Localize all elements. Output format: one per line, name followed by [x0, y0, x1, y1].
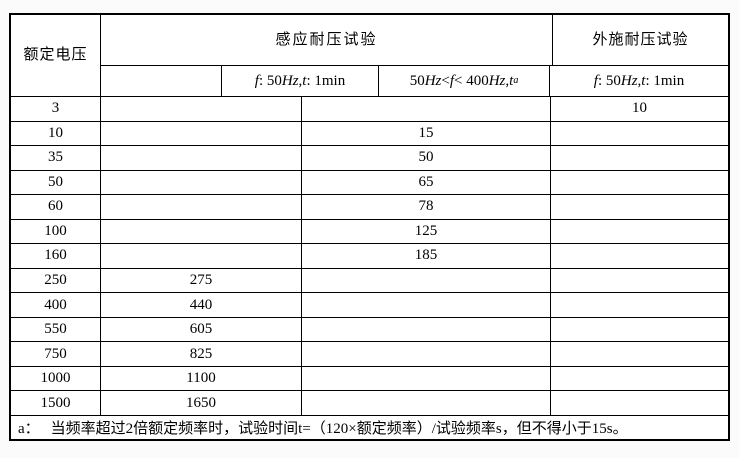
- table-row: 400 440: [11, 293, 728, 318]
- withstand-voltage-test-table: 额定电压 感应耐压试验 外施耐压试验 f : 50 Hz, t : 1min 50 H…: [9, 13, 730, 441]
- header-row-groups: 感应耐压试验 外施耐压试验: [101, 15, 728, 66]
- applied-value-cell: [551, 269, 728, 293]
- applied-value-cell: [551, 318, 728, 342]
- rated-voltage-cell: 400: [11, 293, 101, 317]
- applied-value-cell: [551, 195, 728, 219]
- induced-range-value-cell: [302, 342, 551, 366]
- induced-range-value-cell: 65: [302, 170, 551, 195]
- applied-value-cell: [551, 244, 728, 268]
- induced-range-value-cell: 185: [302, 244, 551, 268]
- subheader-empty-cell: [101, 66, 222, 96]
- induced-range-value-cell: 15: [302, 121, 551, 146]
- table-footnote: a： 当频率超过2倍额定频率时，试验时间t=（120×额定频率）/试验频率s，但…: [11, 416, 728, 439]
- induced-fixed-value-cell: [101, 219, 302, 244]
- rated-voltage-cell: 3: [11, 97, 101, 121]
- applied-value-cell: [551, 171, 728, 195]
- table-body: 3 10 10 15 35 50 50 65: [11, 97, 728, 416]
- table-row: 60 78: [11, 195, 728, 220]
- table-row: 35 50: [11, 146, 728, 171]
- induced-fixed-value-cell: [101, 244, 302, 268]
- applied-value-cell: [551, 146, 728, 170]
- induced-range-value-cell: [302, 391, 551, 415]
- induced-fixed-value-cell: [101, 97, 302, 121]
- footnote-label: a：: [18, 421, 40, 437]
- applied-value-cell: [551, 367, 728, 391]
- table-row: 1000 1100: [11, 366, 728, 392]
- table-row: 10 15: [11, 121, 728, 147]
- header-induced-test: 感应耐压试验: [101, 15, 553, 65]
- induced-range-value-cell: [302, 293, 551, 317]
- rated-voltage-cell: 750: [11, 342, 101, 366]
- induced-fixed-value-cell: 275: [101, 268, 302, 293]
- applied-value-cell: [551, 342, 728, 366]
- induced-fixed-value-cell: [101, 170, 302, 195]
- induced-range-value-cell: 50: [302, 146, 551, 170]
- table-header: 额定电压 感应耐压试验 外施耐压试验 f : 50 Hz, t : 1min 50 H…: [11, 15, 728, 97]
- subheader-induced-range-formula: 50 Hz < f < 400 Hz, t a: [379, 66, 550, 96]
- rated-voltage-cell: 50: [11, 170, 101, 195]
- applied-value-cell: [551, 122, 728, 146]
- induced-fixed-value-cell: 1650: [101, 391, 302, 415]
- table-row: 250 275: [11, 268, 728, 294]
- rated-voltage-cell: 250: [11, 268, 101, 293]
- rated-voltage-cell: 550: [11, 317, 101, 342]
- table-row: 3 10: [11, 97, 728, 122]
- induced-fixed-value-cell: 605: [101, 317, 302, 342]
- table-row: 50 65: [11, 170, 728, 196]
- induced-fixed-value-cell: [101, 195, 302, 219]
- subheader-applied-50hz-formula: f : 50 Hz, t : 1min: [593, 72, 685, 89]
- induced-fixed-value-cell: [101, 146, 302, 170]
- rated-voltage-cell: 35: [11, 146, 101, 170]
- applied-value-cell: [551, 391, 728, 415]
- table-row: 550 605: [11, 317, 728, 343]
- induced-range-value-cell: [302, 317, 551, 342]
- applied-value-cell: [551, 220, 728, 244]
- subheader-induced-50hz-formula: f : 50 Hz, t : 1min: [222, 66, 379, 96]
- rated-voltage-cell: 10: [11, 121, 101, 146]
- header-right-group: 感应耐压试验 外施耐压试验 f : 50 Hz, t : 1min 50 Hz < f…: [101, 15, 728, 96]
- footnote-text: 当频率超过2倍额定频率时，试验时间t=（120×额定频率）/试验频率s，但不得小…: [50, 421, 628, 437]
- rated-voltage-cell: 160: [11, 244, 101, 268]
- table-row: 160 185: [11, 244, 728, 269]
- header-applied-test: 外施耐压试验: [592, 31, 689, 48]
- rated-voltage-cell: 1000: [11, 366, 101, 391]
- induced-range-value-cell: [302, 97, 551, 121]
- rated-voltage-cell: 60: [11, 195, 101, 219]
- table-row: 100 125: [11, 219, 728, 245]
- induced-fixed-value-cell: 440: [101, 293, 302, 317]
- rated-voltage-cell: 1500: [11, 391, 101, 415]
- induced-fixed-value-cell: [101, 121, 302, 146]
- induced-range-value-cell: [302, 268, 551, 293]
- induced-fixed-value-cell: 825: [101, 342, 302, 366]
- table-row: 750 825: [11, 342, 728, 367]
- induced-range-value-cell: [302, 366, 551, 391]
- table-row: 1500 1650: [11, 391, 728, 416]
- header-row-conditions: f : 50 Hz, t : 1min 50 Hz < f < 400 Hz, t a f …: [101, 66, 728, 96]
- induced-range-value-cell: 78: [302, 195, 551, 219]
- induced-fixed-value-cell: 1100: [101, 366, 302, 391]
- applied-value-cell: [551, 293, 728, 317]
- induced-range-value-cell: 125: [302, 219, 551, 244]
- applied-value-cell: 10: [632, 100, 647, 117]
- header-rated-voltage: 额定电压: [11, 15, 101, 96]
- rated-voltage-cell: 100: [11, 219, 101, 244]
